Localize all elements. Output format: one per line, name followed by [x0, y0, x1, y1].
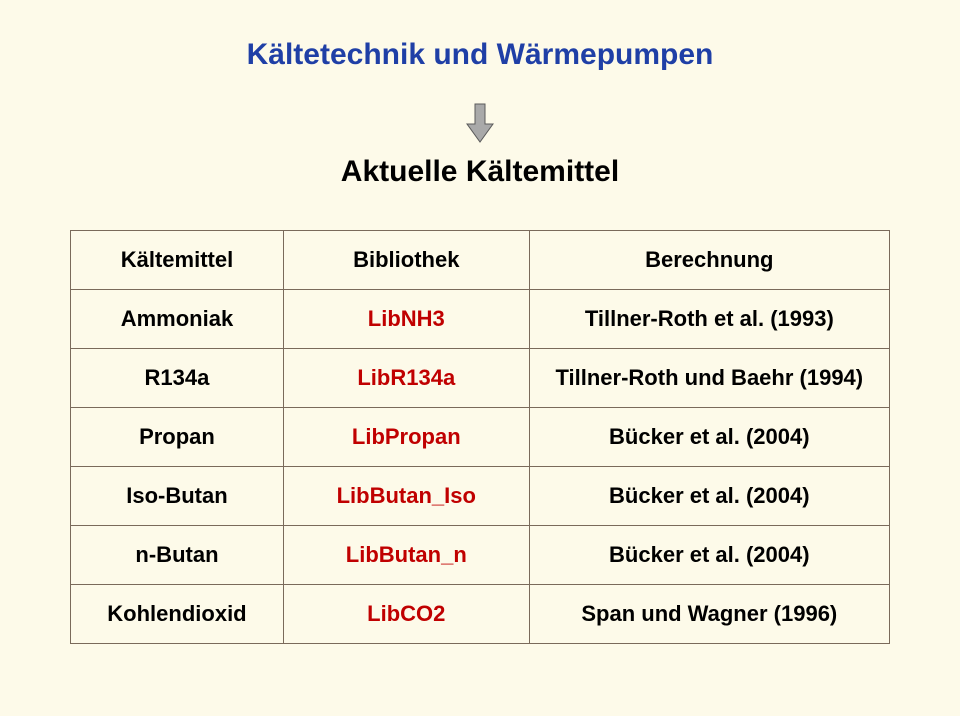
cell-library: LibCO2	[283, 585, 529, 644]
cell-library: LibButan_Iso	[283, 467, 529, 526]
table-row: Propan LibPropan Bücker et al. (2004)	[71, 408, 890, 467]
cell-calculation: Tillner-Roth und Baehr (1994)	[529, 349, 889, 408]
header-library: Bibliothek	[283, 231, 529, 290]
cell-calculation: Tillner-Roth et al. (1993)	[529, 290, 889, 349]
cell-refrigerant: Ammoniak	[71, 290, 284, 349]
table-row: n-Butan LibButan_n Bücker et al. (2004)	[71, 526, 890, 585]
refrigerant-table-wrap: Kältemittel Bibliothek Berechnung Ammoni…	[70, 230, 890, 644]
arrow-down-container	[0, 102, 960, 144]
slide-title: Kältetechnik und Wärmepumpen	[0, 38, 960, 72]
cell-library: LibButan_n	[283, 526, 529, 585]
table-header-row: Kältemittel Bibliothek Berechnung	[71, 231, 890, 290]
cell-refrigerant: Propan	[71, 408, 284, 467]
cell-calculation: Bücker et al. (2004)	[529, 526, 889, 585]
header-calculation: Berechnung	[529, 231, 889, 290]
table-row: Ammoniak LibNH3 Tillner-Roth et al. (199…	[71, 290, 890, 349]
arrow-down-shape	[467, 104, 493, 142]
cell-library: LibR134a	[283, 349, 529, 408]
cell-calculation: Bücker et al. (2004)	[529, 408, 889, 467]
cell-calculation: Span und Wagner (1996)	[529, 585, 889, 644]
slide: Kältetechnik und Wärmepumpen Aktuelle Kä…	[0, 0, 960, 716]
cell-refrigerant: n-Butan	[71, 526, 284, 585]
cell-refrigerant: Iso-Butan	[71, 467, 284, 526]
cell-refrigerant: Kohlendioxid	[71, 585, 284, 644]
table-row: R134a LibR134a Tillner-Roth und Baehr (1…	[71, 349, 890, 408]
cell-library: LibPropan	[283, 408, 529, 467]
cell-refrigerant: R134a	[71, 349, 284, 408]
cell-calculation: Bücker et al. (2004)	[529, 467, 889, 526]
table-row: Kohlendioxid LibCO2 Span und Wagner (199…	[71, 585, 890, 644]
arrow-down-icon	[465, 102, 495, 144]
refrigerant-table: Kältemittel Bibliothek Berechnung Ammoni…	[70, 230, 890, 644]
table-row: Iso-Butan LibButan_Iso Bücker et al. (20…	[71, 467, 890, 526]
header-refrigerant: Kältemittel	[71, 231, 284, 290]
slide-subtitle: Aktuelle Kältemittel	[0, 155, 960, 189]
cell-library: LibNH3	[283, 290, 529, 349]
